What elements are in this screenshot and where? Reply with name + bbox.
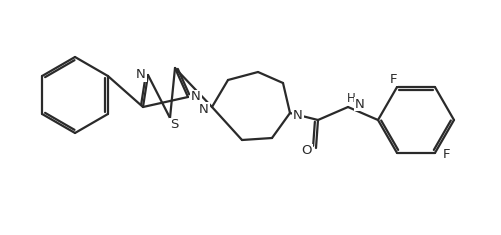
Text: F: F bbox=[442, 149, 450, 161]
Text: F: F bbox=[389, 73, 397, 86]
Text: N: N bbox=[199, 102, 208, 115]
Text: N: N bbox=[354, 98, 364, 110]
Text: N: N bbox=[293, 109, 302, 121]
Text: N: N bbox=[191, 90, 200, 103]
Text: H: H bbox=[346, 91, 355, 105]
Text: O: O bbox=[301, 145, 312, 157]
Text: N: N bbox=[136, 68, 146, 82]
Text: S: S bbox=[169, 118, 178, 132]
